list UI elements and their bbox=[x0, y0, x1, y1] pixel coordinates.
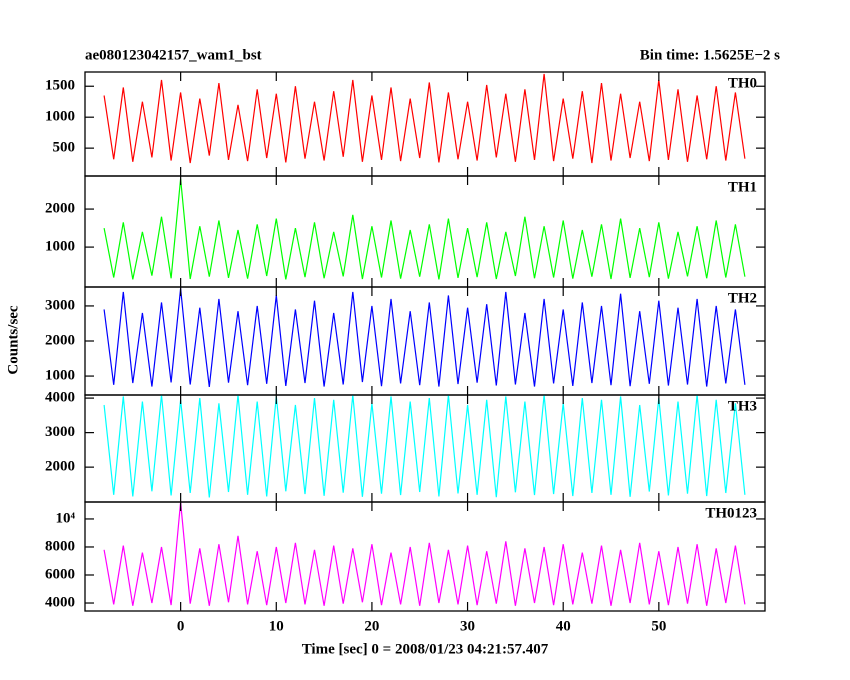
chart-title: ae080123042157_wam1_bst bbox=[85, 47, 262, 63]
x-tick-label: 0 bbox=[177, 618, 185, 634]
data-line bbox=[103, 288, 746, 387]
panel-frame bbox=[84, 394, 766, 503]
y-tick-label: 1500 bbox=[45, 78, 75, 94]
y-tick-label: 1000 bbox=[45, 109, 75, 125]
y-tick-label: 4000 bbox=[45, 594, 75, 610]
panel-frame bbox=[84, 71, 766, 177]
y-tick-label: 500 bbox=[53, 140, 76, 156]
series-label: TH2 bbox=[728, 290, 757, 306]
series-label: TH0 bbox=[728, 75, 757, 91]
y-tick-label: 1000 bbox=[45, 239, 75, 255]
y-tick-label: 1000 bbox=[45, 368, 75, 384]
series-label: TH3 bbox=[728, 398, 757, 414]
y-axis-label: Counts/sec bbox=[5, 305, 21, 375]
x-tick-label: 20 bbox=[364, 618, 379, 634]
y-tick-label: 10⁴ bbox=[56, 510, 76, 526]
y-tick-label: 4000 bbox=[45, 390, 75, 406]
data-line bbox=[103, 73, 746, 164]
y-tick-label: 3000 bbox=[45, 297, 75, 313]
series-label: TH0123 bbox=[705, 505, 757, 521]
y-tick-label: 2000 bbox=[45, 332, 75, 348]
y-tick-label: 6000 bbox=[45, 566, 75, 582]
data-line bbox=[103, 394, 746, 498]
y-tick-label: 3000 bbox=[45, 424, 75, 440]
panel-frame bbox=[84, 501, 766, 612]
data-line bbox=[103, 502, 746, 606]
x-tick-label: 10 bbox=[269, 618, 284, 634]
y-tick-label: 2000 bbox=[45, 459, 75, 475]
data-line bbox=[103, 178, 746, 280]
series-label: TH1 bbox=[728, 179, 757, 195]
x-tick-label: 40 bbox=[556, 618, 571, 634]
x-tick-label: 30 bbox=[460, 618, 475, 634]
x-tick-label: 50 bbox=[651, 618, 666, 634]
chart-subtitle: Bin time: 1.5625E−2 s bbox=[640, 47, 780, 63]
y-tick-label: 8000 bbox=[45, 538, 75, 554]
panel-frame bbox=[84, 175, 766, 288]
y-tick-label: 2000 bbox=[45, 201, 75, 217]
x-axis-label: Time [sec] 0 = 2008/01/23 04:21:57.407 bbox=[302, 641, 549, 657]
